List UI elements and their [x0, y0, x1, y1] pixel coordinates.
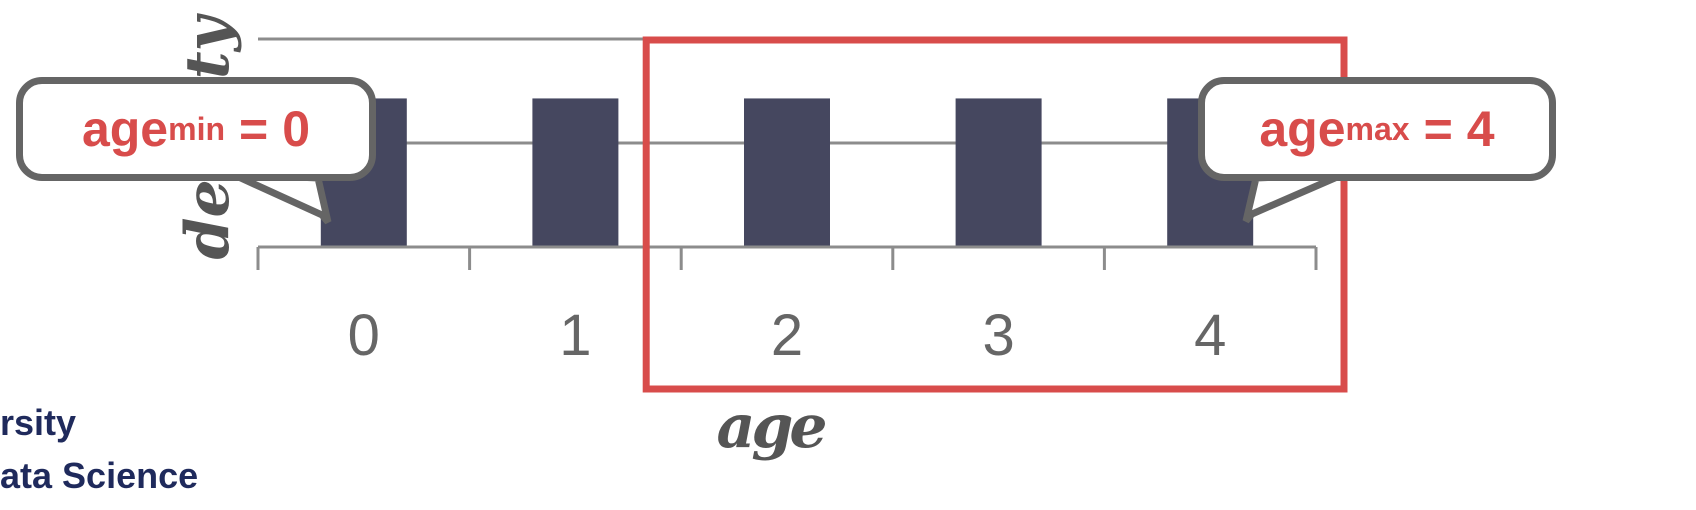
x-tick-label-0: 0 [348, 303, 380, 368]
x-tick-label-4: 4 [1194, 303, 1226, 368]
age-min-callout-tail [230, 170, 332, 225]
x-tick-label-1: 1 [559, 303, 591, 368]
age-max-callout: age max = 4 [1198, 77, 1556, 181]
age-max-callout-tail [1242, 170, 1346, 224]
bar-1 [532, 98, 619, 247]
x-tick-label-3: 3 [982, 303, 1014, 368]
age-max-base: age [1259, 101, 1346, 157]
x-axis-label: age [716, 392, 825, 462]
age-max-equals: = [1423, 101, 1453, 157]
x-tick-label-2: 2 [771, 303, 803, 368]
age-min-base: age [81, 101, 169, 157]
footer-line-1: rsity [0, 402, 77, 443]
bar-3 [955, 98, 1042, 247]
bar-2 [744, 98, 830, 247]
age-max-value: 4 [1466, 101, 1495, 157]
age-min-equals: = [239, 101, 269, 157]
age-min-callout: age min = 0 [16, 77, 376, 181]
highlight-range-box [642, 36, 1348, 393]
age-min-value: 0 [282, 101, 311, 157]
footer-line-2: ata Science [0, 455, 199, 496]
